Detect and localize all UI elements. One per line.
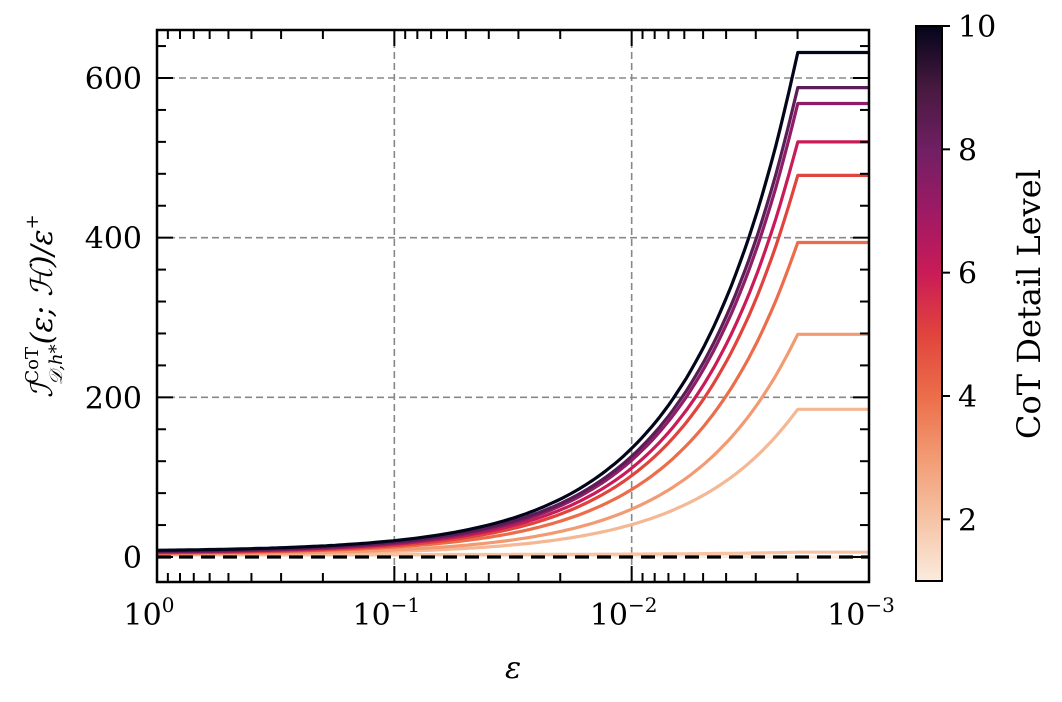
colorbar-tick-label: 10 <box>958 10 996 45</box>
colorbar-tick-label: 6 <box>958 257 977 292</box>
colorbar-ticks: 2 4 6 8 10 <box>942 10 996 538</box>
series-line-level-9 <box>157 85 869 553</box>
y-tick-label: 200 <box>85 381 142 416</box>
plot-frame <box>155 28 871 584</box>
x-tick-label: 100 <box>124 593 175 633</box>
colorbar-tick-label: 2 <box>958 503 977 538</box>
series-lines <box>157 50 869 559</box>
colorbar-tick-label: 4 <box>958 380 977 415</box>
series-line-level-10 <box>157 50 869 552</box>
grid-lines <box>157 30 869 582</box>
series-line-level-7 <box>157 140 869 554</box>
x-axis-label: ε <box>505 651 521 686</box>
x-tick-labels: 100 10−1 10−2 10−3 <box>124 593 895 633</box>
y-tick-labels: 0 200 400 600 <box>85 62 142 576</box>
x-tick-label: 10−2 <box>590 593 658 633</box>
y-tick-label: 0 <box>123 541 142 576</box>
colorbar-tick-label: 8 <box>958 133 977 168</box>
colorbar: 2 4 6 8 10 CoT Detail Level <box>915 10 1048 582</box>
axis-ticks <box>156 30 870 582</box>
y-axis-label: ℐCoT 𝒟,h*(ε; ℋ)/ε+ <box>22 214 67 398</box>
colorbar-label: CoT Detail Level <box>1010 169 1048 439</box>
colorbar-gradient <box>915 25 943 582</box>
x-tick-label: 10−1 <box>352 593 420 633</box>
y-tick-label: 400 <box>85 222 142 257</box>
x-tick-label: 10−3 <box>827 593 895 633</box>
y-tick-label: 600 <box>85 62 142 97</box>
